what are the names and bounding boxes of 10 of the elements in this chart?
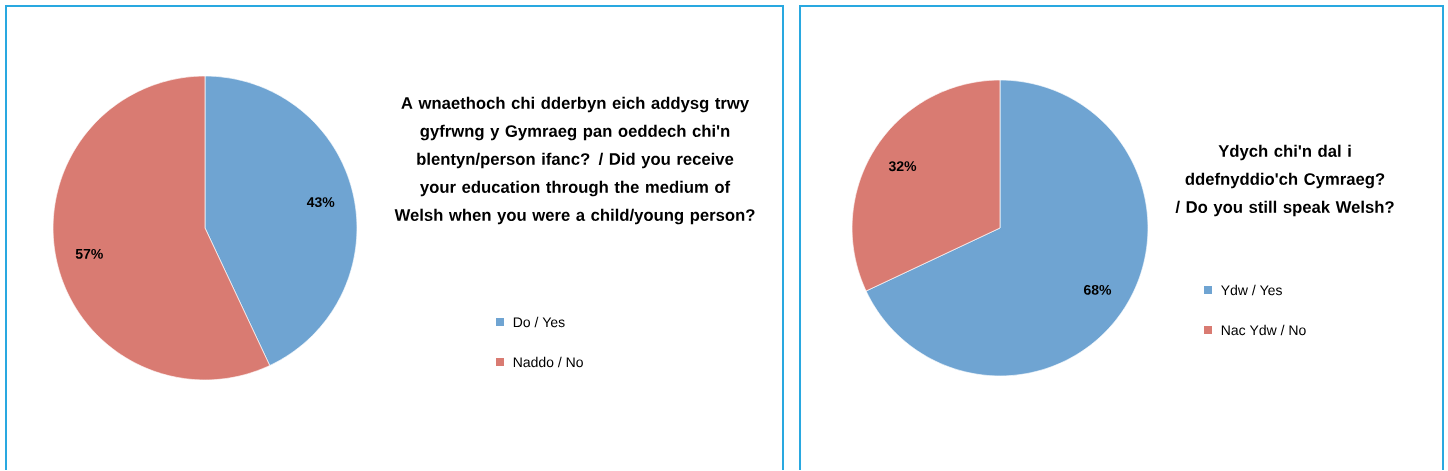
legend-label: Ydw / Yes [1221,284,1282,296]
data-label: 32% [888,161,917,172]
legend-label: Do / Yes [513,316,565,328]
text: A wnaethoch chi dderbyn eich addysg trwy gyfrwng y Gymraeg pan oeddech chi'n blentyn/person ifanc? / Did you receive your education through the medium of Welsh when you were a child/young person? [394,96,755,225]
data-label: 57% [75,248,103,259]
data-label: 43% [306,197,335,208]
legend-label: Nac Ydw / No [1221,324,1306,336]
data-label: 68% [1083,284,1112,295]
legend-label: Naddo / No [513,356,583,368]
text: Ydych chi'n dal i ddefnyddio'ch Cymraeg? / Do you still speak Welsh? [1175,144,1394,217]
